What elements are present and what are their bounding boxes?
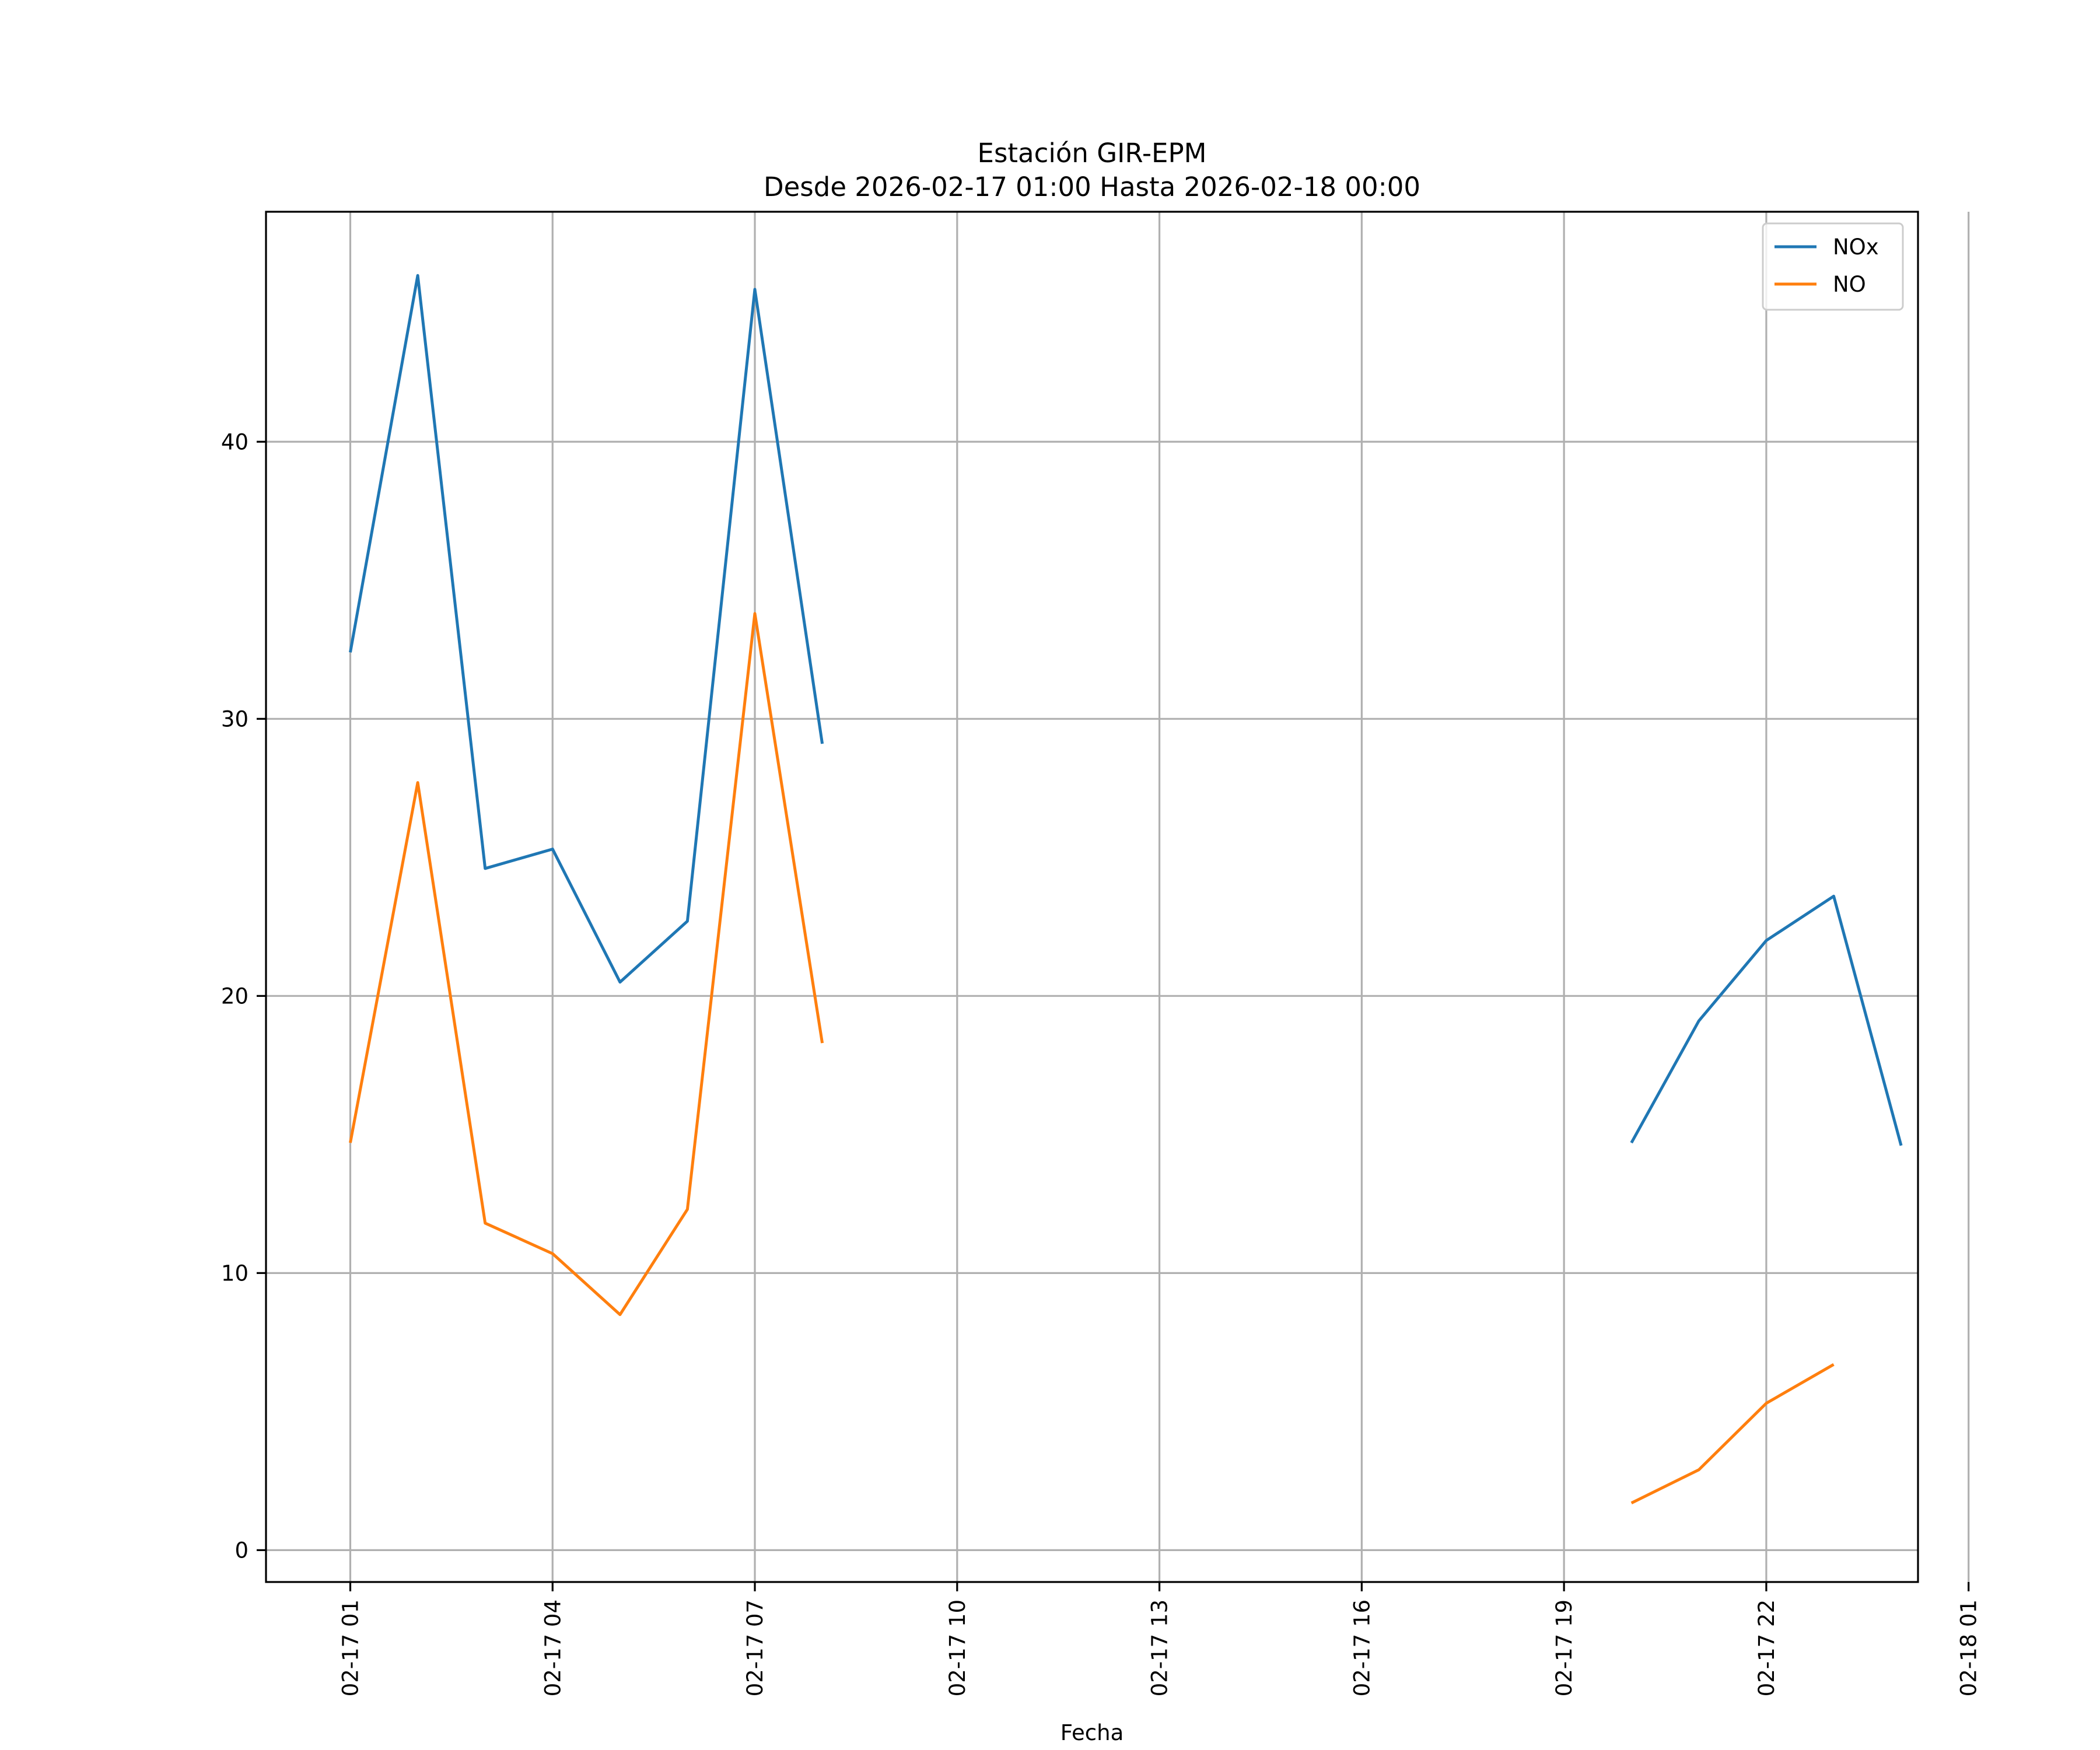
series-layer — [349, 274, 1903, 1504]
x-tick-label: 02-17 07 — [743, 1600, 768, 1696]
legend-label-nox: NOx — [1833, 235, 1879, 260]
chart-subtitle: Desde 2026-02-17 01:00 Hasta 2026-02-18 … — [764, 172, 1420, 202]
y-tick-label: 20 — [221, 984, 249, 1009]
x-tick-label: 02-17 13 — [1147, 1600, 1172, 1696]
x-tick-label: 02-17 01 — [338, 1600, 363, 1696]
series-line-no — [349, 612, 824, 1317]
legend-box — [1762, 222, 1904, 311]
legend: NOx NO — [1762, 222, 1904, 311]
x-tick-label: 02-17 10 — [945, 1600, 970, 1696]
x-tick-label: 02-17 19 — [1552, 1600, 1577, 1696]
x-axis-label: Fecha — [1060, 1720, 1124, 1745]
legend-label-no: NO — [1833, 272, 1866, 297]
plot-frame — [265, 211, 1919, 1583]
y-tick-label: 10 — [221, 1261, 249, 1286]
chart-title: Estación GIR-EPM — [978, 138, 1207, 169]
x-tick-label: 02-17 04 — [540, 1600, 565, 1696]
grid — [266, 212, 1970, 1582]
series-line-nox — [1630, 894, 1903, 1146]
series-line-nox — [349, 274, 824, 984]
x-tick-label: 02-18 01 — [1957, 1600, 1982, 1696]
y-tick-label: 0 — [235, 1538, 249, 1563]
series-no — [349, 612, 1835, 1504]
y-tick-label: 30 — [221, 706, 249, 732]
axis-ticks: 02-17 01 02-17 04 02-17 07 02-17 10 02-17 13… — [221, 429, 1982, 1696]
series-nox — [349, 274, 1903, 1146]
x-tick-label: 02-17 22 — [1754, 1600, 1779, 1696]
x-tick-label: 02-17 16 — [1349, 1600, 1374, 1696]
series-line-no — [1630, 1363, 1835, 1504]
y-tick-label: 40 — [221, 429, 249, 454]
